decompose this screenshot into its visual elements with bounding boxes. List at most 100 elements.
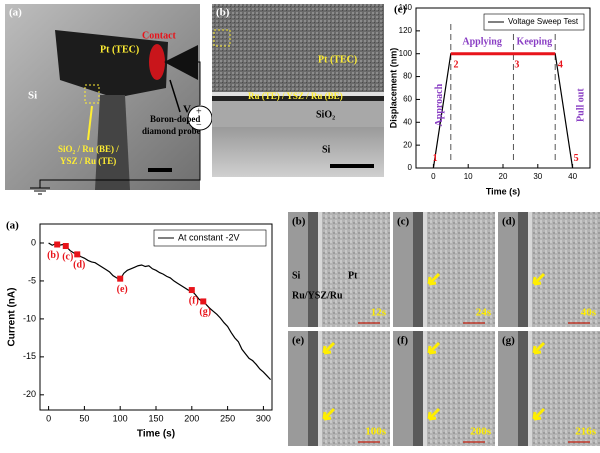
x-tick-label: 150: [148, 413, 163, 423]
layer-label: Ru/YSZ/Ru: [292, 290, 343, 301]
panel-label: (d): [502, 216, 516, 228]
y-tick-label: 20: [403, 140, 412, 149]
marker-label: (e): [117, 284, 128, 295]
tem-layer: [423, 212, 427, 327]
x-tick-label: 40: [568, 172, 577, 181]
legend-box: [153, 229, 267, 247]
tem-layer: [308, 331, 318, 446]
tem-layer: [318, 212, 322, 327]
y-axis-label: Current (nA): [7, 288, 18, 347]
y-tick-label: 100: [399, 49, 413, 58]
y-tick-label: -5: [28, 275, 36, 285]
x-axis-label: Time (s): [486, 186, 520, 196]
time-label: 216s: [575, 426, 597, 438]
yellow-arrow: [532, 341, 546, 355]
image-text: +: [196, 106, 202, 117]
marker: [188, 287, 195, 294]
yellow-arrow: [427, 407, 441, 421]
y-tick-label: -20: [23, 389, 36, 399]
time-label: 200s: [470, 426, 492, 438]
tem-layer: [413, 331, 423, 446]
marker-label: (f): [189, 295, 199, 306]
legend-box: [483, 13, 585, 31]
x-tick-label: 50: [79, 413, 89, 423]
y-tick-label: -10: [23, 313, 36, 323]
yellow-arrow: [532, 272, 546, 286]
data-line: [48, 242, 272, 381]
marker: [62, 243, 69, 250]
tem-layer: [318, 331, 322, 446]
y-tick-label: 80: [403, 72, 412, 81]
x-tick-label: 0: [431, 172, 436, 181]
image-text: Boron-doped: [150, 114, 200, 124]
image-text: diamond probe: [142, 126, 201, 136]
layer-label: Si: [292, 270, 301, 281]
panel-label: (c): [394, 4, 407, 16]
image-text: Pt (TEC): [100, 44, 139, 55]
image-text: Si: [322, 144, 331, 155]
y-tick-label: 120: [399, 26, 413, 35]
annotation: 5: [574, 153, 579, 164]
x-tick-label: 250: [220, 413, 235, 423]
image-text: SiO₂: [316, 109, 335, 120]
marker-label: (g): [199, 307, 211, 318]
tem-layer: [528, 331, 532, 446]
tem-layer: [423, 331, 427, 446]
data-line: [432, 53, 574, 169]
tem-layer: [413, 212, 423, 327]
time-label: 12s: [371, 307, 387, 319]
annotation: Applying: [462, 37, 501, 48]
tem-left: [288, 212, 310, 327]
tem-series: (b) 12s Si Pt Ru/YSZ/Ru (c) 24s (d) 40s (e) 100s (f…: [288, 212, 600, 446]
x-tick-label: 20: [499, 172, 508, 181]
x-tick-label: 200: [184, 413, 199, 423]
tem-left: [498, 331, 520, 446]
sem-image-b: (b) Pt (TEC) Ru (TE) / YSZ / Ru (BE) SiO…: [212, 4, 384, 177]
annotation: Pull out: [576, 88, 587, 122]
x-tick-label: 0: [46, 413, 51, 423]
tem-layer: [528, 212, 532, 327]
tem-left: [393, 331, 415, 446]
y-tick-label: 0: [408, 163, 413, 172]
annotation: 4: [558, 59, 563, 70]
marker-label: (b): [47, 250, 59, 261]
y-tick-label: 40: [403, 117, 412, 126]
yellow-arrow: [427, 272, 441, 286]
annotation: 2: [454, 59, 459, 70]
tem-left: [393, 212, 415, 327]
image-text: SiO₂ / Ru (BE) /: [58, 144, 119, 154]
legend-label: Voltage Sweep Test: [508, 17, 579, 26]
tem-layer: [518, 331, 528, 446]
layer-label: Pt: [348, 270, 358, 281]
x-tick-label: 300: [256, 413, 271, 423]
y-tick-label: -15: [23, 351, 36, 361]
y-tick-label: 60: [403, 95, 412, 104]
image-text: Ru (TE) / YSZ / Ru (BE): [248, 91, 343, 101]
x-tick-label: 100: [113, 413, 128, 423]
panel-label: (e): [292, 335, 305, 347]
panel-label: (c): [397, 216, 410, 228]
panel-label: (a): [9, 7, 22, 19]
tem-layer: [518, 212, 528, 327]
x-tick-label: 30: [533, 172, 542, 181]
tem-layer: [308, 212, 318, 327]
image-text: Contact: [142, 30, 177, 41]
image-text: YSZ / Ru (TE): [60, 156, 116, 166]
x-tick-label: 10: [464, 172, 473, 181]
image-text: V: [183, 104, 191, 116]
marker: [74, 251, 81, 258]
marker: [200, 298, 207, 305]
panel-label: (f): [397, 335, 408, 347]
tem-image-a: (a) Contact Pt (TEC) Si SiO₂ / Ru (BE) /…: [5, 4, 213, 195]
marker: [54, 241, 61, 248]
annotation: Approach: [434, 83, 445, 126]
yellow-arrow: [532, 407, 546, 421]
marker-label: (d): [73, 260, 85, 271]
x-axis-label: Time (s): [137, 429, 175, 440]
y-axis-label: Displacement (nm): [388, 48, 398, 129]
yellow-arrow: [427, 341, 441, 355]
annotation: Keeping: [517, 37, 553, 48]
yellow-arrow: [322, 341, 336, 355]
image-text: −: [196, 119, 202, 130]
